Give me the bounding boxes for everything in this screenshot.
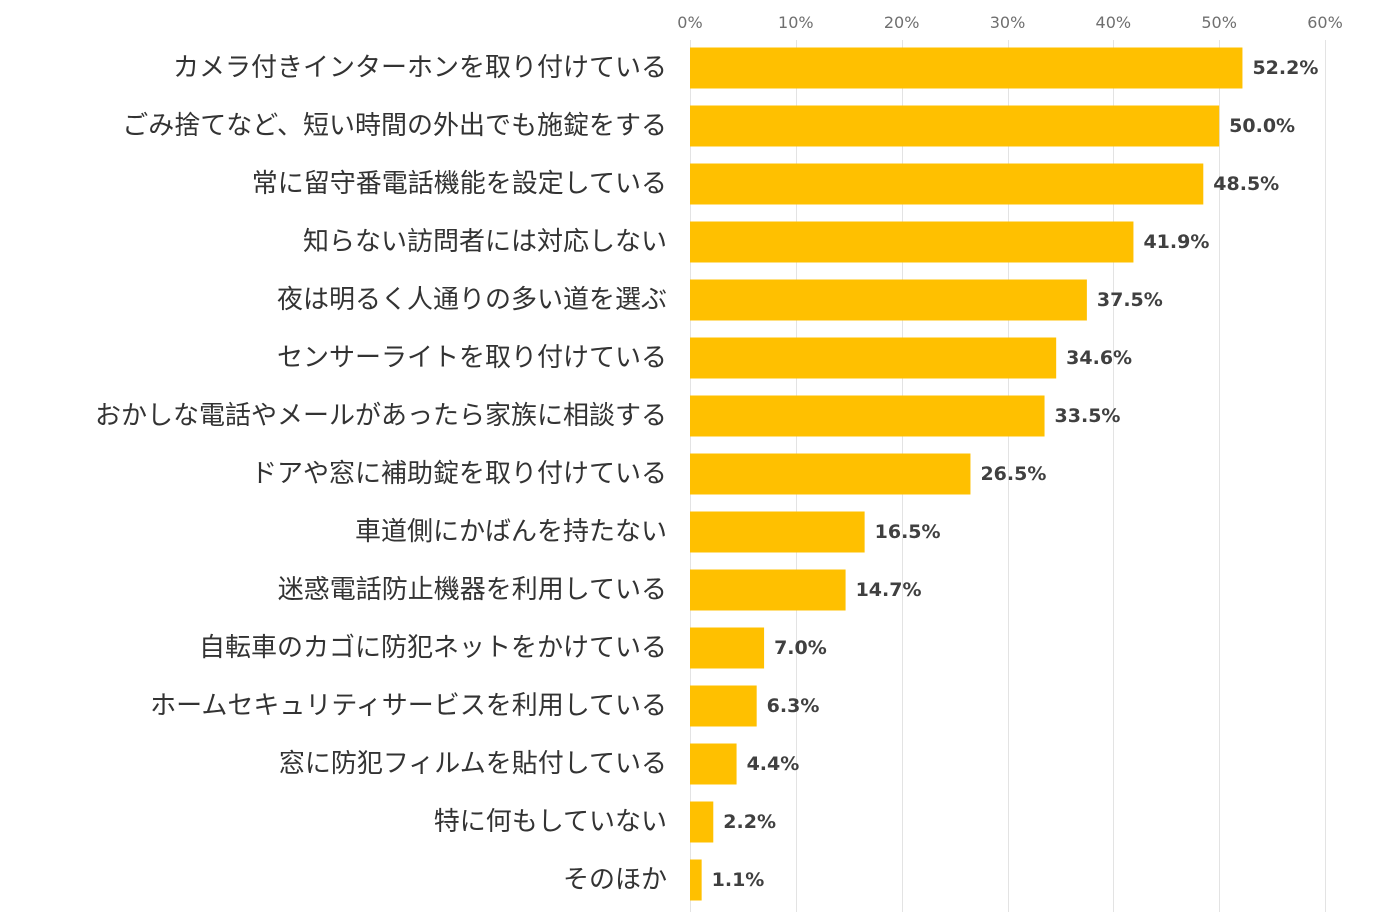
category-label: ホームセキュリティサービスを利用している <box>150 691 667 721</box>
category-label: 特に何もしていない <box>434 807 667 837</box>
category-labels: カメラ付きインターホンを取り付けているごみ捨てなど、短い時間の外出でも施錠をする… <box>95 53 667 895</box>
bar <box>690 743 737 785</box>
bar <box>690 569 846 611</box>
value-label: 4.4% <box>747 753 800 775</box>
value-label: 6.3% <box>767 695 820 717</box>
value-label: 41.9% <box>1143 231 1209 253</box>
value-label: 1.1% <box>712 869 765 891</box>
value-label: 14.7% <box>856 579 922 601</box>
category-label: おかしな電話やメールがあったら家族に相談する <box>95 401 667 431</box>
x-tick-label: 50% <box>1201 13 1237 32</box>
value-label: 48.5% <box>1213 173 1279 195</box>
category-label: 迷惑電話防止機器を利用している <box>278 575 667 605</box>
category-label: 常に留守番電話機能を設定している <box>252 169 667 199</box>
value-labels: 52.2% 50.0% 48.5% 41.9% 37.5% 34.6% 33.5% 26.5%… <box>712 57 1319 891</box>
category-label: 夜は明るく人通りの多い道を選ぶ <box>277 285 667 315</box>
category-label: カメラ付きインターホンを取り付けている <box>173 53 667 83</box>
value-label: 2.2% <box>723 811 776 833</box>
value-label: 52.2% <box>1252 57 1318 79</box>
value-label: 34.6% <box>1066 347 1132 369</box>
category-label: センサーライトを取り付けている <box>277 343 667 373</box>
value-label: 7.0% <box>774 637 827 659</box>
value-label: 26.5% <box>980 463 1046 485</box>
bars <box>690 47 1243 901</box>
category-label: 知らない訪問者には対応しない <box>303 227 667 257</box>
x-tick-label: 10% <box>778 13 814 32</box>
category-label: ドアや窓に補助錠を取り付けている <box>251 459 667 489</box>
x-tick-label: 40% <box>1096 13 1132 32</box>
value-label: 16.5% <box>875 521 941 543</box>
bar <box>690 453 971 495</box>
bar <box>690 685 757 727</box>
category-label: 自転車のカゴに防犯ネットをかけている <box>199 633 667 663</box>
bar <box>690 337 1057 379</box>
value-label: 33.5% <box>1055 405 1121 427</box>
bar <box>690 105 1220 147</box>
category-label: 車道側にかばんを持たない <box>355 517 667 547</box>
category-label: ごみ捨てなど、短い時間の外出でも施錠をする <box>122 111 667 141</box>
bar <box>690 859 702 901</box>
x-tick-label: 0% <box>677 13 702 32</box>
bar <box>690 279 1087 321</box>
x-axis-tick-labels: 0% 10% 20% 30% 40% 50% 60% <box>677 13 1342 32</box>
bar <box>690 511 865 553</box>
bar <box>690 395 1045 437</box>
bar <box>690 801 714 843</box>
bar <box>690 627 765 669</box>
category-label: そのほか <box>563 865 667 895</box>
bar <box>690 163 1204 205</box>
category-label: 窓に防犯フィルムを貼付している <box>279 749 667 779</box>
value-label: 37.5% <box>1097 289 1163 311</box>
bar <box>690 221 1134 263</box>
x-tick-label: 20% <box>884 13 920 32</box>
x-tick-label: 30% <box>990 13 1026 32</box>
x-tick-label: 60% <box>1307 13 1343 32</box>
bar <box>690 47 1243 89</box>
value-label: 50.0% <box>1229 115 1295 137</box>
